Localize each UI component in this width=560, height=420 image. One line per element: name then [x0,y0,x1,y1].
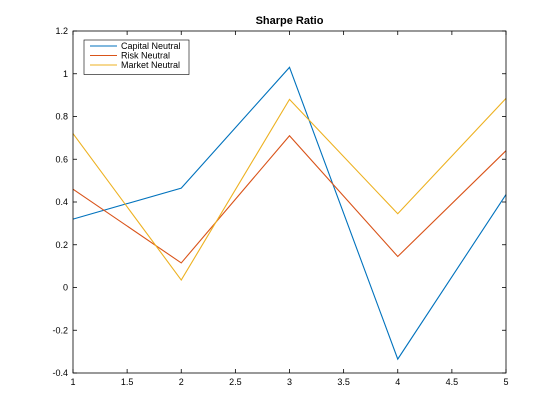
y-tick-label: 0 [63,283,68,293]
x-tick-label: 3.5 [337,377,350,387]
x-tick-label: 3 [287,377,292,387]
series-line-0 [72,66,507,361]
y-tick-label: 0.4 [55,197,68,207]
x-tick-label: 2.5 [229,377,242,387]
y-axis: -0.4 -0.2 0 0.2 0.4 0.6 0.8 1 1.2 [52,26,506,378]
series-line-2 [72,97,507,282]
axes-background [73,31,506,373]
x-tick-label: 5 [503,377,508,387]
y-tick-label: 1 [63,69,68,79]
legend-label-2: Market Neutral [121,60,180,70]
x-tick-label: 1.5 [121,377,134,387]
legend-label-0: Capital Neutral [121,41,181,51]
legend-label-1: Risk Neutral [121,51,170,61]
plot-area: 1 1.5 2 2.5 3 3.5 4 4.5 5 -0.4-0.200.20.40.60.81… [52,26,508,387]
y-tick-label: -0.4 [52,368,68,378]
y-tick-label: -0.2 [52,325,68,335]
series-layer [72,66,507,361]
series-line-1 [72,134,507,264]
x-tick-label: 1 [70,377,75,387]
x-tick-label: 4 [395,377,400,387]
y-tick-label: 0.6 [55,154,68,164]
x-tick-label: 4.5 [446,377,459,387]
chart-title: Sharpe Ratio [256,15,324,27]
x-tick-label: 2 [179,377,184,387]
y-tick-label: 1.2 [55,26,68,36]
y-tick-label: 0.8 [55,112,68,122]
x-axis: 1 1.5 2 2.5 3 3.5 4 4.5 5 [70,31,509,387]
y-tick-label: 0.2 [55,240,68,250]
